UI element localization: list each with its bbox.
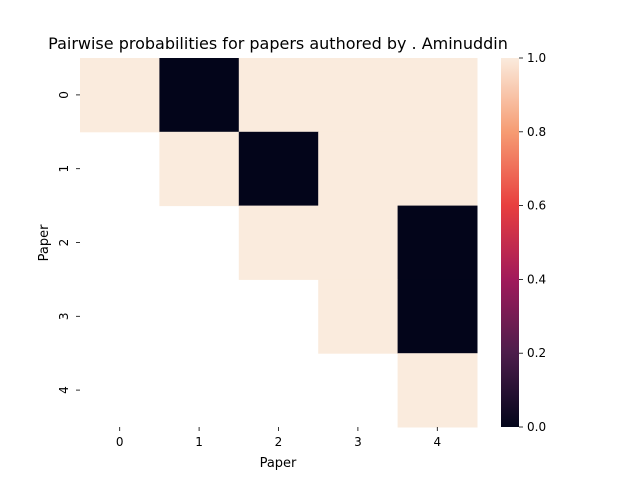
colorbar-tick-label: 0.8: [527, 125, 546, 139]
y-tick-label: 2: [57, 239, 71, 247]
heatmap-cell-4-4: [397, 353, 478, 428]
y-tick-label: 1: [57, 165, 71, 173]
heatmap-cell-1-4: [397, 131, 478, 207]
heatmap-cell-0-1: [159, 58, 240, 133]
heatmap-cell-1-1: [159, 131, 240, 207]
chart-title: Pairwise probabilities for papers author…: [48, 34, 508, 53]
heatmap-cell-3-3: [318, 279, 399, 354]
y-tick-label: 4: [57, 386, 71, 394]
colorbar-tick-label: 1.0: [527, 51, 546, 65]
y-axis-label: Paper: [37, 224, 52, 261]
y-tick-label: 3: [57, 312, 71, 320]
x-axis-label: Paper: [260, 456, 297, 471]
x-tick-label: 2: [275, 435, 283, 449]
heatmap-cell-0-3: [318, 58, 399, 133]
y-tick-label: 0: [57, 91, 71, 99]
heatmap-cell-1-2: [238, 131, 319, 207]
y-axis-ticks: 0 1 2 3 4: [57, 91, 80, 394]
colorbar-ticks: 0.0 0.2 0.4 0.6 0.8 1.0: [519, 51, 546, 434]
heatmap-cell-2-3: [318, 205, 399, 280]
colorbar-tick-label: 0.0: [527, 420, 546, 434]
colorbar-tick-label: 0.2: [527, 346, 546, 360]
heatmap-cell-3-4: [397, 279, 478, 354]
heatmap-cell-2-2: [238, 205, 319, 280]
x-tick-label: 1: [195, 435, 203, 449]
x-tick-label: 0: [116, 435, 124, 449]
x-tick-label: 3: [354, 435, 362, 449]
colorbar-gradient: [501, 58, 519, 427]
x-tick-label: 4: [433, 435, 441, 449]
heatmap-cells: [80, 58, 478, 428]
colorbar: 0.0 0.2 0.4 0.6 0.8 1.0: [501, 51, 546, 434]
heatmap-cell-0-4: [397, 58, 478, 133]
heatmap-cell-1-3: [318, 131, 399, 207]
heatmap-cell-0-0: [80, 58, 160, 133]
colorbar-tick-label: 0.6: [527, 199, 546, 213]
heatmap-cell-2-4: [397, 205, 478, 280]
x-axis-ticks: 0 1 2 3 4: [116, 427, 441, 449]
colorbar-tick-label: 0.4: [527, 272, 546, 286]
heatmap-cell-0-2: [238, 58, 319, 133]
